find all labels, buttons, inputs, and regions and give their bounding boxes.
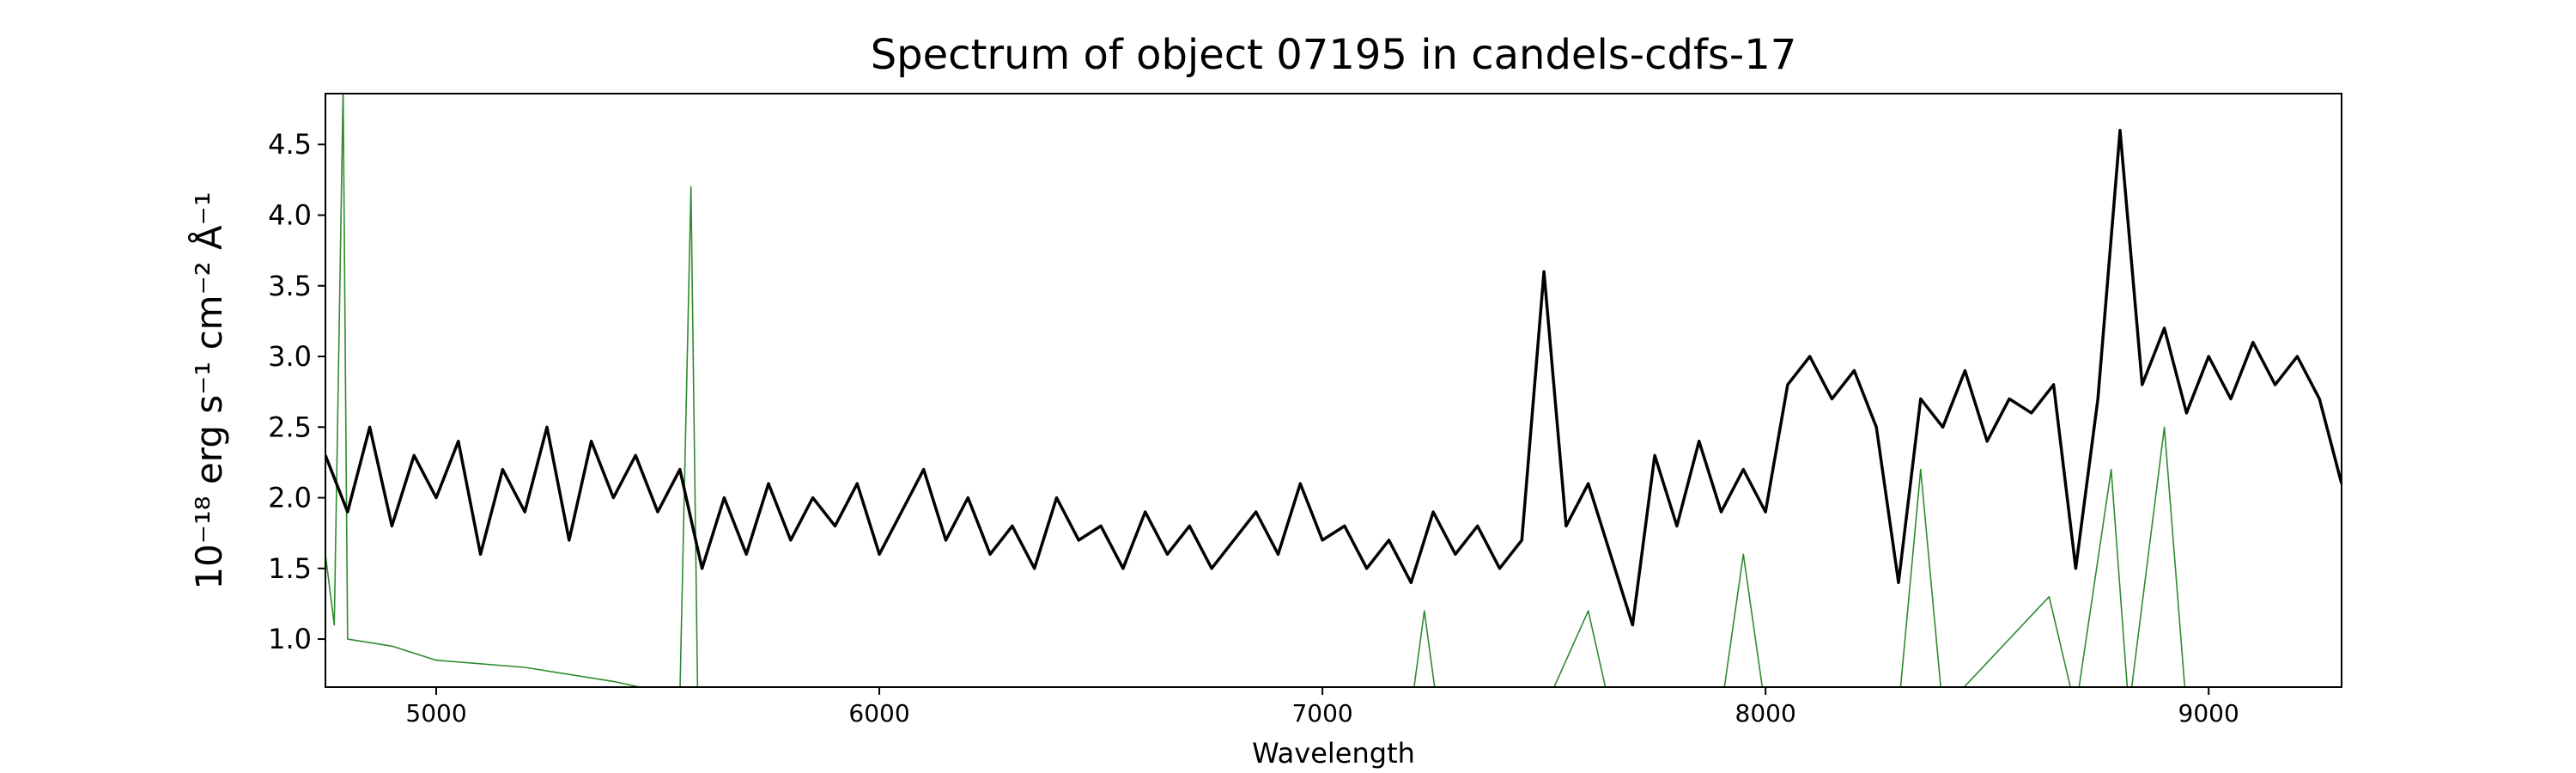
spectrum-line xyxy=(325,94,2186,687)
axes-frame xyxy=(325,93,2342,688)
x-tick-label: 5000 xyxy=(405,699,466,727)
x-tick-label: 8000 xyxy=(1735,699,1796,727)
y-tick-label: 2.5 xyxy=(268,411,312,443)
y-tick-label: 2.0 xyxy=(268,482,312,514)
y-tick-label: 3.0 xyxy=(268,340,312,373)
x-tick-label: 9000 xyxy=(2178,699,2239,727)
chart-title: Spectrum of object 07195 in candels-cdfs… xyxy=(871,31,1797,79)
y-tick-label: 4.0 xyxy=(268,198,312,231)
x-tick-label: 6000 xyxy=(848,699,909,727)
x-tick-label: 7000 xyxy=(1291,699,1352,727)
spectrum-line xyxy=(325,129,2342,627)
plot-area xyxy=(325,94,2342,687)
y-axis-label: 10⁻¹⁸ erg s⁻¹ cm⁻² Å⁻¹ xyxy=(187,192,230,589)
y-tick-label: 1.0 xyxy=(268,623,312,655)
y-tick-label: 4.5 xyxy=(268,128,312,161)
x-axis-label: Wavelength xyxy=(1252,737,1415,770)
y-tick-label: 3.5 xyxy=(268,270,312,302)
y-tick-label: 1.5 xyxy=(268,552,312,585)
